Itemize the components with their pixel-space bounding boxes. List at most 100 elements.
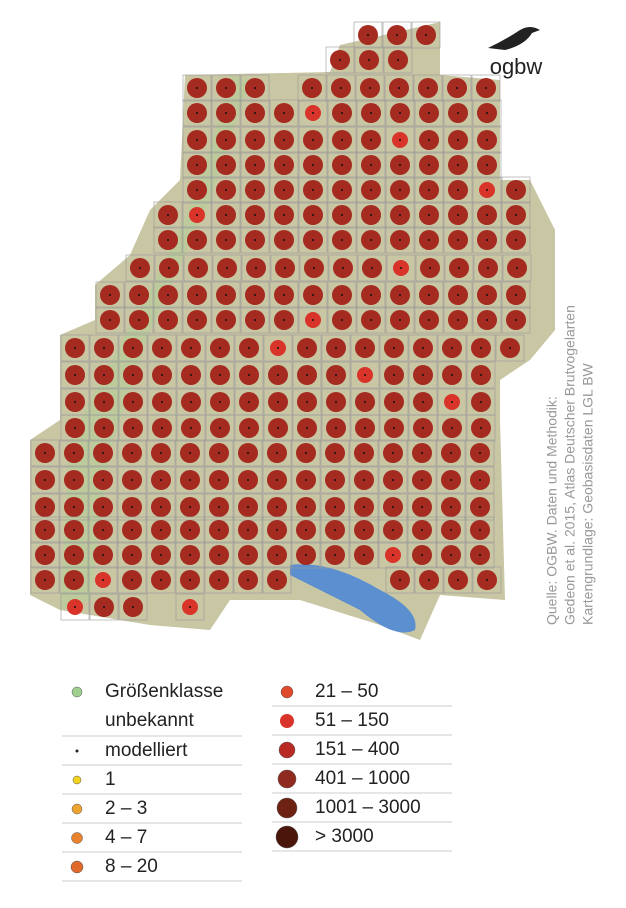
dot-center [312, 139, 314, 141]
grid-cell [414, 99, 444, 127]
grid-cell [240, 151, 270, 179]
dot-center [457, 112, 459, 114]
dot-center [515, 239, 517, 241]
dot-center [277, 401, 279, 403]
dot-center [44, 554, 46, 556]
dot-center [190, 347, 192, 349]
grid-cell [414, 281, 444, 309]
grid-cell [413, 74, 443, 102]
grid-cell [175, 466, 205, 494]
dot-center [486, 112, 488, 114]
dot-center [422, 374, 424, 376]
grid-cell [60, 334, 90, 362]
dot-center [479, 506, 481, 508]
grid-cell [269, 151, 299, 179]
grid-cell [263, 334, 293, 362]
dot-center [190, 374, 192, 376]
grid-cell [60, 361, 90, 389]
grid-cell [407, 439, 437, 467]
grid-cell [182, 201, 212, 229]
grid-cell [117, 516, 147, 544]
grid-cell [89, 414, 119, 442]
grid-cell [385, 566, 415, 594]
grid-cell [436, 466, 466, 494]
grid-cell [411, 21, 441, 49]
grid-cell [327, 281, 357, 309]
dot-center [399, 189, 401, 191]
dot-center [248, 427, 250, 429]
dot-center [247, 529, 249, 531]
dot-center [457, 214, 459, 216]
grid-cell [89, 334, 119, 362]
grid-cell [117, 439, 147, 467]
grid-cell [118, 414, 148, 442]
grid-cell [443, 281, 473, 309]
dot-center [451, 401, 453, 403]
dot-center [450, 529, 452, 531]
dot-center [276, 479, 278, 481]
grid-cell [205, 334, 235, 362]
grid-cell [472, 306, 502, 334]
grid-cell [349, 466, 379, 494]
dot-center [44, 579, 46, 581]
grid-cell [182, 126, 212, 154]
dot-center [160, 506, 162, 508]
grid-cell [298, 306, 328, 334]
grid-cell [327, 306, 357, 334]
grid-cell [379, 414, 409, 442]
grid-cell [146, 566, 176, 594]
dot-center [335, 374, 337, 376]
dot-center [392, 452, 394, 454]
dot-center [312, 214, 314, 216]
dot-center [305, 452, 307, 454]
dot-center [515, 214, 517, 216]
dot-center [109, 319, 111, 321]
grid-cell [356, 126, 386, 154]
grid-cell [30, 466, 60, 494]
dot-center [132, 347, 134, 349]
grid-cell [117, 466, 147, 494]
grid-cell [353, 21, 383, 49]
dot-center [73, 506, 75, 508]
dot-center [334, 506, 336, 508]
grid-cell [327, 151, 357, 179]
legend-swatch [71, 832, 83, 844]
dot-center [225, 139, 227, 141]
grid-cell [30, 439, 60, 467]
dot-center [335, 401, 337, 403]
dot-center [341, 189, 343, 191]
dot-center [479, 529, 481, 531]
grid-cell [356, 201, 386, 229]
grid-cell [326, 74, 356, 102]
legend-label: 151 – 400 [315, 739, 400, 760]
dot-center [421, 506, 423, 508]
grid-cell [211, 281, 241, 309]
dot-center [450, 506, 452, 508]
grid-cell [118, 334, 148, 362]
dot-center [189, 529, 191, 531]
dot-center [218, 529, 220, 531]
dot-center [370, 239, 372, 241]
dot-center [132, 401, 134, 403]
grid-cell [153, 306, 183, 334]
rhine-valley [60, 75, 250, 610]
dot-center [44, 529, 46, 531]
dot-center [312, 319, 314, 321]
dot-center [457, 294, 459, 296]
grid-cell [291, 516, 321, 544]
dot-center [486, 139, 488, 141]
grid-cell [204, 566, 234, 594]
grid-cell [385, 226, 415, 254]
grid-cell [233, 516, 263, 544]
dot-center [311, 87, 313, 89]
grid-cell [292, 361, 322, 389]
dot-center [196, 112, 198, 114]
dot-center [283, 239, 285, 241]
dot-center [400, 267, 402, 269]
dot-center [283, 164, 285, 166]
dot-center [399, 579, 401, 581]
grid-cell [211, 176, 241, 204]
source-line: Quelle: OGBW. Daten und Methodik: [544, 396, 560, 625]
dot-center [399, 164, 401, 166]
